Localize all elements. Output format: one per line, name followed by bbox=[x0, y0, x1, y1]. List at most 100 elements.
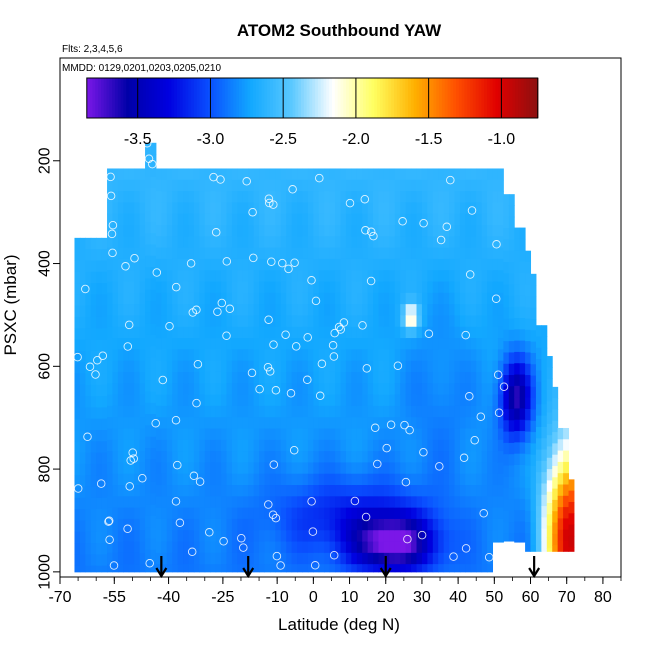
colorbar-swatch bbox=[377, 78, 381, 118]
colorbar-swatch bbox=[506, 78, 511, 118]
heatmap-cell bbox=[210, 518, 217, 531]
heatmap-cell bbox=[264, 236, 271, 249]
heatmap-cell bbox=[405, 564, 412, 573]
heatmap-cell bbox=[405, 360, 412, 373]
heatmap-cell bbox=[345, 462, 352, 475]
heatmap-cell bbox=[373, 473, 379, 486]
heatmap-cell bbox=[383, 462, 390, 475]
heatmap-cell bbox=[128, 383, 135, 396]
heatmap-cell bbox=[329, 202, 336, 215]
heatmap-cell bbox=[481, 462, 488, 475]
heatmap-cell bbox=[356, 552, 363, 565]
heatmap-cell bbox=[96, 339, 103, 352]
heatmap-cell bbox=[438, 530, 445, 543]
heatmap-cell bbox=[199, 281, 206, 294]
heatmap-cell bbox=[345, 270, 352, 283]
heatmap-cell bbox=[242, 462, 249, 475]
heatmap-cell bbox=[188, 428, 195, 441]
heatmap-cell bbox=[161, 507, 168, 520]
heatmap-cell bbox=[400, 292, 407, 305]
heatmap-cell bbox=[470, 473, 477, 486]
heatmap-cell bbox=[416, 518, 423, 531]
colorbar-swatch bbox=[269, 78, 274, 118]
heatmap-cell bbox=[172, 213, 179, 226]
heatmap-cell bbox=[177, 349, 184, 362]
heatmap-cell bbox=[427, 507, 434, 520]
heatmap-cell bbox=[155, 473, 162, 486]
heatmap-cell bbox=[221, 530, 227, 543]
heatmap-cell bbox=[497, 315, 504, 328]
sample-point bbox=[213, 307, 222, 317]
heatmap-cell bbox=[253, 383, 260, 396]
heatmap-cell bbox=[107, 281, 113, 294]
heatmap-cell bbox=[297, 247, 303, 260]
heatmap-cell bbox=[237, 315, 244, 328]
heatmap-cell bbox=[497, 202, 504, 215]
profile-markers bbox=[155, 556, 541, 579]
heatmap-cell bbox=[96, 554, 103, 567]
colorbar-swatch bbox=[185, 78, 189, 118]
heatmap-cell bbox=[563, 450, 570, 463]
sample-point bbox=[145, 558, 154, 568]
heatmap-cell bbox=[188, 462, 195, 475]
heatmap-cell bbox=[378, 326, 385, 339]
heatmap-cell bbox=[90, 520, 97, 533]
heatmap-cell bbox=[248, 541, 255, 554]
heatmap-cell bbox=[128, 417, 135, 429]
heatmap-cell bbox=[454, 530, 461, 543]
heatmap-cell bbox=[432, 371, 439, 384]
heatmap-cell bbox=[161, 473, 168, 486]
x-axis: -70 -55 -40 -25 -10 0 10 20 30 40 50 60 70 80 bbox=[48, 576, 622, 606]
heatmap-cell bbox=[400, 326, 407, 339]
heatmap-cell bbox=[383, 179, 390, 192]
heatmap-cell bbox=[541, 517, 548, 530]
heatmap-cell bbox=[367, 304, 374, 316]
heatmap-cell bbox=[188, 225, 195, 237]
heatmap-cell bbox=[470, 518, 477, 531]
heatmap-cell bbox=[74, 509, 81, 521]
heatmap-cell bbox=[313, 473, 320, 486]
heatmap-cell bbox=[400, 552, 407, 565]
heatmap-cell bbox=[421, 338, 428, 350]
heatmap-cell bbox=[378, 304, 385, 316]
heatmap-cell bbox=[519, 385, 526, 398]
heatmap-cell bbox=[394, 360, 401, 373]
heatmap-cell bbox=[96, 463, 103, 476]
heatmap-cell bbox=[221, 439, 227, 452]
heatmap-cell bbox=[481, 281, 488, 294]
heatmap-cell bbox=[535, 347, 542, 360]
heatmap-cell bbox=[525, 363, 532, 376]
heatmap-cell bbox=[427, 530, 434, 543]
colorbar-swatch bbox=[162, 78, 167, 118]
heatmap-cell bbox=[302, 405, 309, 418]
heatmap-cell bbox=[438, 360, 445, 373]
heatmap-cell bbox=[139, 518, 146, 531]
colorbar-swatch bbox=[298, 78, 302, 118]
heatmap-cell bbox=[432, 202, 439, 215]
sample-point bbox=[151, 418, 160, 428]
heatmap-cell bbox=[112, 439, 119, 452]
heatmap-cell bbox=[210, 349, 217, 362]
sample-point bbox=[205, 528, 214, 537]
heatmap-cell bbox=[421, 258, 428, 271]
heatmap-cell bbox=[476, 281, 483, 294]
heatmap-cell bbox=[193, 564, 200, 573]
heatmap-cell bbox=[307, 247, 314, 260]
heatmap-cell bbox=[96, 305, 103, 318]
colorbar-swatch bbox=[253, 78, 257, 118]
heatmap-cell bbox=[264, 428, 271, 441]
heatmap-cell bbox=[101, 407, 108, 420]
heatmap-cell bbox=[161, 428, 168, 441]
heatmap-cell bbox=[476, 225, 483, 237]
heatmap-cell bbox=[503, 476, 510, 489]
heatmap-cell bbox=[400, 417, 407, 429]
heatmap-cell bbox=[221, 496, 227, 509]
heatmap-cell bbox=[454, 304, 461, 316]
heatmap-cell bbox=[79, 271, 86, 284]
heatmap-cell bbox=[367, 541, 374, 554]
heatmap-cell bbox=[427, 349, 434, 362]
heatmap-cell bbox=[459, 530, 466, 543]
heatmap-cell bbox=[454, 202, 461, 215]
heatmap-cell bbox=[74, 271, 81, 284]
heatmap-cell bbox=[161, 258, 168, 271]
